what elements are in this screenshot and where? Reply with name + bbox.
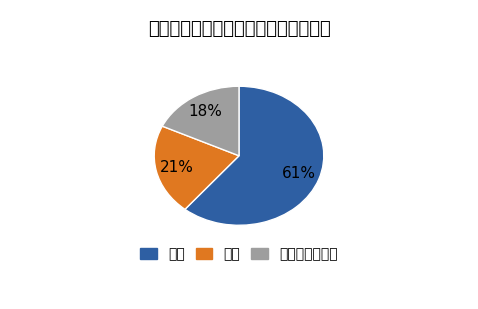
Text: 21%: 21%	[160, 160, 194, 175]
Text: 18%: 18%	[188, 104, 222, 119]
Wedge shape	[185, 86, 324, 225]
Wedge shape	[163, 86, 239, 156]
Text: 61%: 61%	[282, 166, 316, 181]
Legend: 満足, 不満, どちらでもない: 満足, 不満, どちらでもない	[135, 242, 343, 267]
Title: ヴェゼルのエクステリア・満足度調査: ヴェゼルのエクステリア・満足度調査	[148, 20, 330, 38]
Wedge shape	[154, 126, 239, 209]
